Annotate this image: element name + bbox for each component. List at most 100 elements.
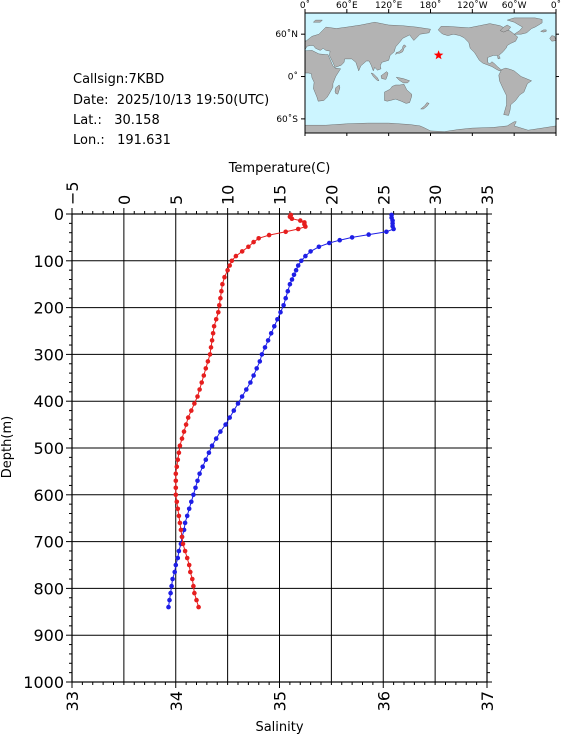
star-icon: [433, 50, 444, 60]
temperature-point: [287, 281, 293, 287]
map-lon-label: 0˚: [300, 0, 310, 11]
salinity-point: [173, 485, 179, 491]
temperature-point: [166, 604, 171, 610]
depth-tick-label: 700: [33, 533, 64, 552]
temperature-point: [193, 485, 198, 491]
temperature-tick-label: 30: [426, 185, 445, 205]
temperature-point: [265, 338, 271, 343]
temperature-point: [299, 258, 304, 264]
salinity-point: [178, 527, 184, 533]
salinity-point: [199, 380, 204, 385]
salinity-point: [201, 373, 207, 378]
salinity-point: [207, 352, 213, 357]
salinity-point: [179, 436, 185, 441]
salinity-point: [181, 429, 187, 434]
salinity-point: [283, 229, 289, 235]
callsign-value: 7KBD: [128, 72, 165, 87]
temperature-point: [281, 303, 286, 308]
temperature-point: [189, 499, 194, 505]
salinity-tick-label: 37: [478, 691, 497, 711]
temperature-point: [168, 590, 173, 596]
land-new-zealand: [420, 102, 430, 110]
salinity-point: [209, 338, 215, 343]
salinity-point: [298, 218, 303, 223]
temperature-point: [283, 295, 289, 301]
temperature-series: [166, 212, 396, 610]
temperature-point: [170, 576, 175, 582]
salinity-point: [256, 236, 262, 241]
temperature-point: [295, 263, 301, 268]
world-map: 0˚ 60˚E 120˚E 180˚ 120˚W 60˚W 0˚ 60˚N 0˚ 60˚S: [275, 0, 561, 136]
temperature-point: [239, 394, 245, 399]
lon-value: 191.631: [117, 133, 171, 148]
salinity-point: [174, 464, 180, 470]
salinity-point: [190, 576, 195, 582]
map-lon-label: 120˚W: [457, 0, 488, 11]
depth-tick-label: 600: [33, 486, 64, 505]
salinity-point: [196, 604, 201, 610]
lon-line: Lon.: 191.631: [73, 133, 171, 148]
salinity-point: [189, 408, 194, 413]
depth-tick-label: 300: [33, 345, 64, 364]
temperature-tick-label: 15: [271, 185, 290, 205]
salinity-point: [173, 471, 179, 477]
map-lat-label: 60˚S: [276, 114, 298, 125]
land-japan: [395, 44, 407, 55]
land-africa: [305, 50, 341, 102]
salinity-point: [233, 253, 239, 259]
salinity-point: [203, 366, 209, 371]
temperature-point: [218, 429, 223, 434]
salinity-point: [222, 274, 227, 280]
lat-label: Lat.:: [73, 113, 102, 128]
salinity-point: [216, 310, 221, 315]
temperature-axis-title: Temperature(C): [228, 161, 331, 176]
salinity-point: [208, 345, 214, 350]
callsign-label: Callsign:: [73, 72, 129, 87]
salinity-point: [179, 534, 185, 540]
depth-tick-label: 800: [33, 579, 64, 598]
temperature-point: [272, 324, 277, 329]
salinity-point: [225, 267, 230, 273]
salinity-point: [213, 317, 219, 322]
temperature-point: [200, 464, 205, 470]
salinity-point: [197, 387, 202, 392]
temperature-point: [327, 240, 332, 246]
land-greenland: [506, 17, 543, 35]
temperature-point: [182, 520, 188, 526]
salinity-point: [186, 562, 192, 568]
temperature-point: [223, 422, 228, 427]
salinity-point: [229, 258, 235, 264]
temperature-point: [181, 527, 187, 533]
salinity-point: [184, 555, 190, 561]
land-north-america: [437, 23, 518, 72]
temperature-point: [213, 436, 219, 441]
depth-tick-label: 1000: [23, 673, 64, 692]
temperature-point: [289, 277, 295, 282]
salinity-point: [175, 457, 181, 463]
salinity-point: [177, 443, 183, 449]
salinity-point: [173, 492, 179, 498]
salinity-point: [210, 331, 216, 336]
salinity-point: [182, 548, 188, 554]
salinity-point: [192, 590, 197, 596]
map-lon-label: 60˚E: [336, 0, 358, 11]
land-british-isles: [549, 35, 556, 42]
salinity-point: [185, 415, 191, 420]
salinity-point: [175, 506, 181, 512]
temperature-point: [384, 229, 389, 235]
temperature-point: [251, 373, 256, 378]
temperature-point: [167, 597, 172, 603]
salinity-point: [177, 520, 183, 526]
temperature-point: [303, 253, 308, 259]
temperature-point: [293, 267, 299, 273]
salinity-point: [251, 239, 256, 245]
temperature-tick-label: 0: [115, 195, 134, 205]
salinity-point: [220, 281, 225, 287]
land-svalbard: [312, 19, 323, 23]
depth-tick-label: 200: [33, 299, 64, 318]
salinity-tick-label: 35: [271, 691, 290, 711]
temperature-tick-label: −5: [63, 181, 82, 205]
salinity-axis-title: Salinity: [255, 720, 303, 735]
land-eurasia: [305, 21, 431, 72]
